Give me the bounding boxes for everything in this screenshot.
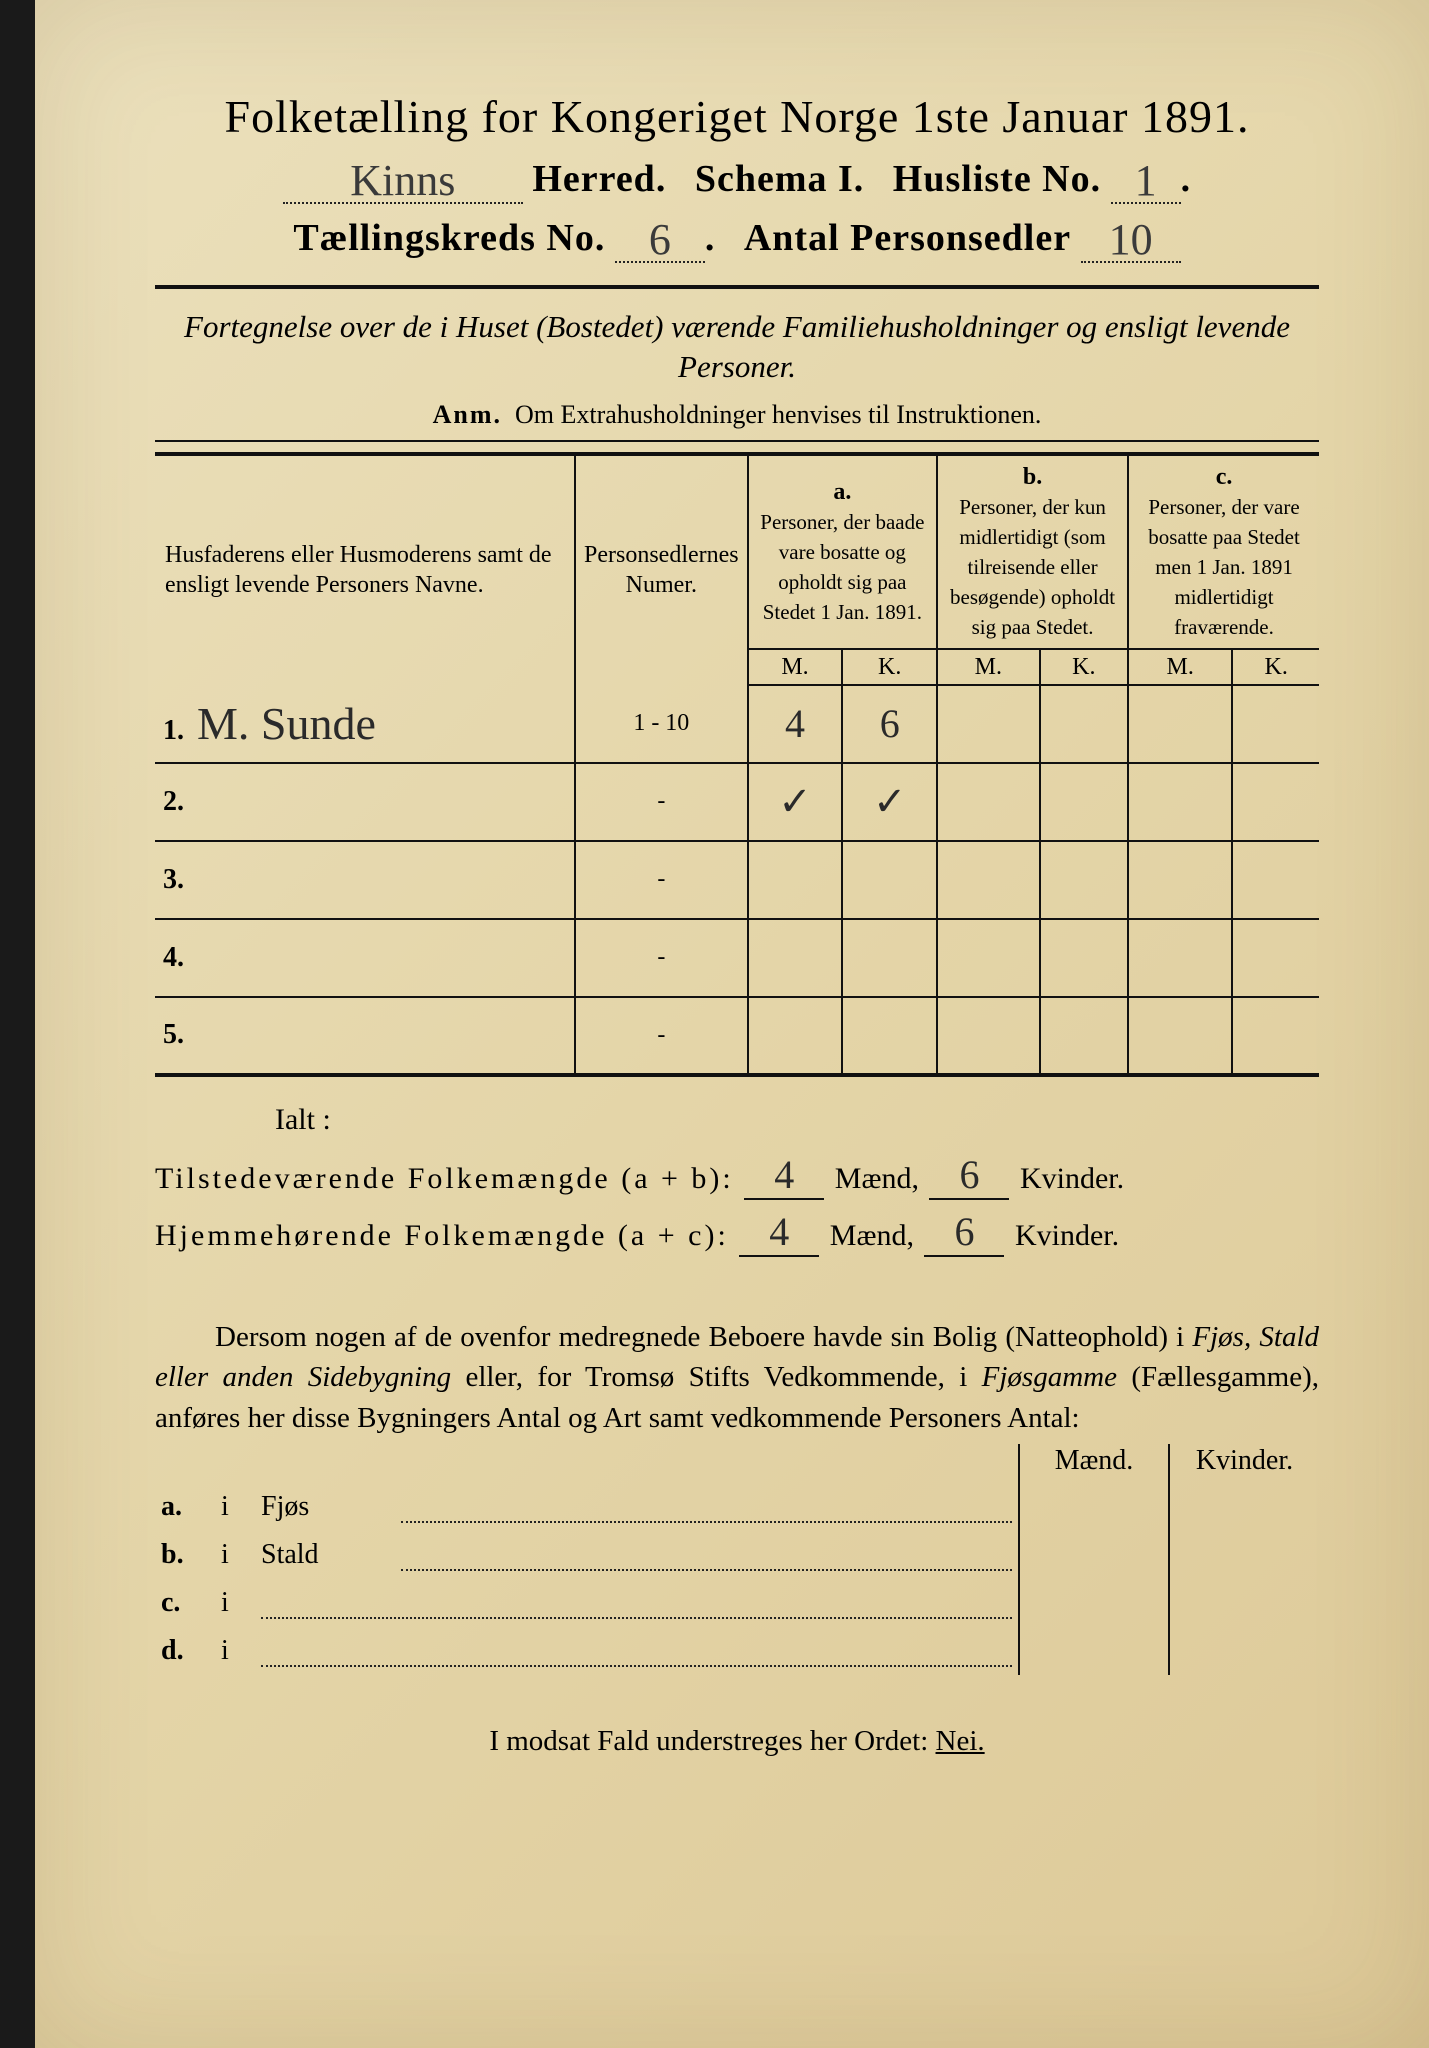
col-c-k: K. xyxy=(1232,649,1319,685)
antal-label: Antal Personsedler xyxy=(744,217,1071,259)
herred-value: Kinns xyxy=(350,156,455,205)
census-table: Husfaderens eller Husmoderens samt de en… xyxy=(155,452,1319,1077)
col-a: a.Personer, der baade vare bosatte og op… xyxy=(748,454,937,649)
herred-label: Herred. xyxy=(532,158,666,200)
sum-present: Tilstedeværende Folkemængde (a + b): 4 M… xyxy=(155,1151,1319,1200)
page-title: Folketælling for Kongeriget Norge 1ste J… xyxy=(155,90,1319,143)
anm-bold: Anm. xyxy=(433,400,502,429)
building-table: Mænd. Kvinder. a. i Fjøs b. i Stald c. i… xyxy=(155,1444,1319,1675)
footer-line: I modsat Fald understreges her Ordet: Ne… xyxy=(155,1725,1319,1758)
kreds-line: Tællingskreds No. 6. Antal Personsedler … xyxy=(155,210,1319,263)
col-c: c.Personer, der vare bosatte paa Stedet … xyxy=(1128,454,1319,649)
col-b-k: K. xyxy=(1040,649,1129,685)
fortegnelse-text: Fortegnelse over de i Huset (Bostedet) v… xyxy=(155,307,1319,388)
table-row: 3. - xyxy=(155,841,1319,919)
husliste-label: Husliste No. xyxy=(893,158,1101,200)
anm-line: Anm. Om Extrahusholdninger henvises til … xyxy=(155,400,1319,430)
husliste-value: 1 xyxy=(1135,156,1157,205)
schema-label: Schema I. xyxy=(695,158,864,200)
table-row: 1. M. Sunde 1 - 10 4 6 xyxy=(155,685,1319,763)
kreds-value: 6 xyxy=(649,215,671,264)
col-a-k: K. xyxy=(842,649,937,685)
divider xyxy=(155,285,1319,289)
footer-nei: Nei. xyxy=(936,1725,985,1757)
antal-value: 10 xyxy=(1109,215,1153,264)
bld-row: a. i Fjøs xyxy=(155,1483,1319,1531)
bld-row: d. i xyxy=(155,1627,1319,1675)
bld-kvinder: Kvinder. xyxy=(1169,1444,1319,1483)
herred-line: Kinns Herred. Schema I. Husliste No. 1. xyxy=(155,151,1319,204)
col-names: Husfaderens eller Husmoderens samt de en… xyxy=(155,454,575,685)
bld-row: b. i Stald xyxy=(155,1531,1319,1579)
col-b-m: M. xyxy=(937,649,1039,685)
col-numer: Personsedlernes Numer. xyxy=(575,454,748,685)
building-paragraph: Dersom nogen af de ovenfor medregnede Be… xyxy=(155,1317,1319,1439)
table-row: 2. - ✓ ✓ xyxy=(155,763,1319,841)
ialt-label: Ialt : xyxy=(275,1103,1319,1137)
kreds-label: Tællingskreds No. xyxy=(293,217,605,259)
bld-maend: Mænd. xyxy=(1019,1444,1169,1483)
census-form-page: Folketælling for Kongeriget Norge 1ste J… xyxy=(0,0,1429,2048)
table-row: 5. - xyxy=(155,997,1319,1075)
col-a-m: M. xyxy=(748,649,843,685)
divider xyxy=(155,440,1319,442)
row1-name: M. Sunde xyxy=(197,698,376,749)
bld-row: c. i xyxy=(155,1579,1319,1627)
anm-text: Om Extrahusholdninger henvises til Instr… xyxy=(515,400,1041,429)
sum-resident: Hjemmehørende Folkemængde (a + c): 4 Mæn… xyxy=(155,1208,1319,1257)
table-row: 4. - xyxy=(155,919,1319,997)
col-c-m: M. xyxy=(1128,649,1232,685)
col-b: b.Personer, der kun midlertidigt (som ti… xyxy=(937,454,1128,649)
